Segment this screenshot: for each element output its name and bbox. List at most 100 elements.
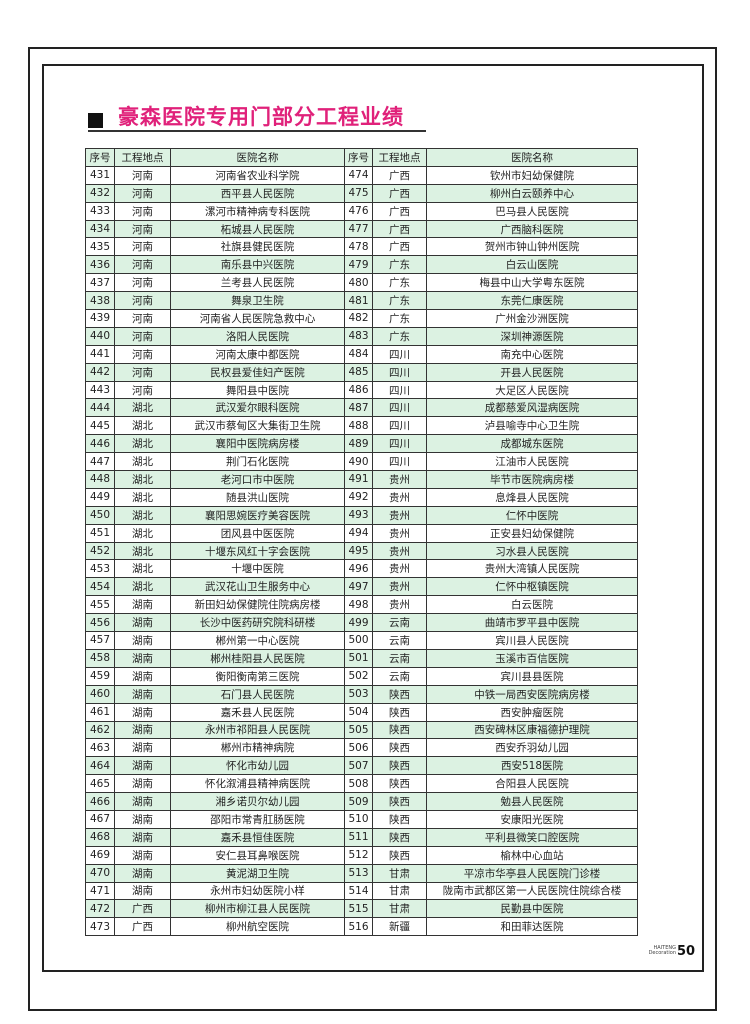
- cell-index: 466: [85, 792, 115, 811]
- table-row: 473 广西 柳州航空医院 516 新疆 和田菲达医院: [85, 917, 638, 937]
- cell-index: 475: [344, 183, 373, 203]
- cell-location: 广东: [372, 326, 427, 346]
- table-row: 436 河南 南乐县中兴医院 479 广东 白云山医院: [85, 255, 638, 275]
- table-row: 465 湖南 怀化溆浦县精神病医院 508 陕西 合阳县人民医院: [85, 774, 638, 794]
- cell-index: 515: [344, 899, 373, 919]
- cell-location: 广西: [372, 183, 427, 203]
- cell-index: 461: [85, 702, 115, 722]
- table-row: 459 湖南 衡阳衡南第三医院 502 云南 宾川县县医院: [85, 666, 638, 686]
- cell-index: 441: [85, 344, 115, 364]
- cell-index: 496: [344, 559, 373, 579]
- cell-location: 湖南: [114, 613, 171, 633]
- cell-index: 484: [344, 344, 373, 364]
- cell-location: 湖南: [114, 684, 171, 704]
- cell-hospital: 嘉禾县人民医院: [170, 702, 345, 722]
- cell-index: 474: [344, 165, 373, 185]
- table-row: 455 湖南 新田妇幼保健院住院病房楼 498 贵州 白云医院: [85, 595, 638, 615]
- table-row: 431 河南 河南省农业科学院 474 广西 钦州市妇幼保健院: [85, 165, 638, 185]
- cell-location: 湖北: [114, 452, 171, 472]
- cell-location: 陕西: [372, 720, 427, 740]
- cell-hospital: 西安518医院: [426, 756, 638, 776]
- cell-location: 湖北: [114, 559, 171, 579]
- cell-hospital: 白云山医院: [426, 255, 638, 275]
- cell-hospital: 贺州市钟山钟州医院: [426, 237, 638, 257]
- cell-hospital: 郴州桂阳县人民医院: [170, 648, 345, 668]
- cell-index: 472: [85, 899, 115, 919]
- cell-index: 431: [85, 165, 115, 185]
- table-row: 449 湖北 随县洪山医院 492 贵州 息烽县人民医院: [85, 487, 638, 507]
- cell-index: 505: [344, 720, 373, 740]
- cell-location: 湖南: [114, 702, 171, 722]
- cell-index: 439: [85, 309, 115, 328]
- table-row: 446 湖北 襄阳中医院病房楼 489 四川 成都城东医院: [85, 434, 638, 454]
- cell-location: 湖南: [114, 756, 171, 776]
- cell-location: 湖南: [114, 881, 171, 901]
- table-row: 442 河南 民权县爱佳妇产医院 485 四川 开县人民医院: [85, 362, 638, 382]
- cell-index: 462: [85, 720, 115, 740]
- cell-hospital: 怀化溆浦县精神病医院: [170, 774, 345, 794]
- brand-line-2: Decoration: [648, 950, 676, 956]
- cell-location: 湖南: [114, 845, 171, 865]
- cell-location: 四川: [372, 434, 427, 454]
- header-hospital: 医院名称: [426, 148, 638, 167]
- cell-hospital: 民权县爱佳妇产医院: [170, 362, 345, 382]
- cell-index: 445: [85, 416, 115, 436]
- table-row: 448 湖北 老河口市中医院 491 贵州 毕节市医院病房楼: [85, 470, 638, 489]
- cell-location: 甘肃: [372, 863, 427, 883]
- cell-hospital: 梅县中山大学粤东医院: [426, 273, 638, 293]
- cell-index: 454: [85, 577, 115, 597]
- cell-index: 478: [344, 237, 373, 257]
- cell-location: 陕西: [372, 845, 427, 865]
- cell-location: 河南: [114, 183, 171, 203]
- cell-hospital: 石门县人民医院: [170, 684, 345, 704]
- cell-index: 485: [344, 362, 373, 382]
- cell-location: 四川: [372, 452, 427, 472]
- cell-location: 甘肃: [372, 899, 427, 919]
- title-square-icon: [88, 113, 103, 128]
- cell-location: 河南: [114, 165, 171, 185]
- cell-index: 459: [85, 666, 115, 686]
- table-row: 469 湖南 安仁县耳鼻喉医院 512 陕西 榆林中心血站: [85, 845, 638, 865]
- page-number: 50: [677, 944, 696, 959]
- cell-location: 陕西: [372, 774, 427, 794]
- cell-hospital: 柳州白云颐养中心: [426, 183, 638, 203]
- cell-index: 499: [344, 613, 373, 633]
- cell-hospital: 黄泥湖卫生院: [170, 863, 345, 883]
- cell-location: 湖南: [114, 827, 171, 847]
- table-row: 468 湖南 嘉禾县恒佳医院 511 陕西 平利县微笑口腔医院: [85, 827, 638, 847]
- cell-hospital: 泸县喻寺中心卫生院: [426, 416, 638, 436]
- cell-hospital: 嘉禾县恒佳医院: [170, 827, 345, 847]
- cell-hospital: 武汉花山卫生服务中心: [170, 577, 345, 597]
- cell-index: 491: [344, 470, 373, 489]
- cell-hospital: 正安县妇幼保健院: [426, 523, 638, 543]
- cell-index: 492: [344, 487, 373, 507]
- cell-index: 449: [85, 487, 115, 507]
- cell-hospital: 大足区人民医院: [426, 380, 638, 400]
- table-row: 440 河南 洛阳人民医院 483 广东 深圳神源医院: [85, 326, 638, 346]
- cell-index: 460: [85, 684, 115, 704]
- cell-hospital: 邵阳市常青肛肠医院: [170, 809, 345, 829]
- cell-location: 湖北: [114, 470, 171, 489]
- cell-location: 河南: [114, 362, 171, 382]
- cell-location: 贵州: [372, 505, 427, 525]
- cell-hospital: 武汉爱尔眼科医院: [170, 398, 345, 418]
- cell-location: 陕西: [372, 827, 427, 847]
- cell-location: 贵州: [372, 487, 427, 507]
- cell-hospital: 西平县人民医院: [170, 183, 345, 203]
- cell-hospital: 毕节市医院病房楼: [426, 470, 638, 489]
- cell-location: 广西: [372, 165, 427, 185]
- table-row: 454 湖北 武汉花山卫生服务中心 497 贵州 仁怀中枢镇医院: [85, 577, 638, 597]
- cell-hospital: 宾川县人民医院: [426, 631, 638, 650]
- cell-hospital: 和田菲达医院: [426, 917, 638, 937]
- cell-index: 440: [85, 326, 115, 346]
- table-row: 466 湖南 湘乡诺贝尔幼儿园 509 陕西 勉县人民医院: [85, 792, 638, 811]
- table-row: 463 湖南 郴州市精神病院 506 陕西 西安乔羽幼儿园: [85, 738, 638, 758]
- page-title: 豪森医院专用门部分工程业绩: [118, 105, 404, 129]
- cell-location: 贵州: [372, 523, 427, 543]
- cell-location: 甘肃: [372, 881, 427, 901]
- brand-logo: HAITENG Decoration: [648, 946, 676, 956]
- cell-index: 469: [85, 845, 115, 865]
- header-hospital: 医院名称: [170, 148, 345, 167]
- cell-hospital: 柳州航空医院: [170, 917, 345, 937]
- cell-location: 湖北: [114, 416, 171, 436]
